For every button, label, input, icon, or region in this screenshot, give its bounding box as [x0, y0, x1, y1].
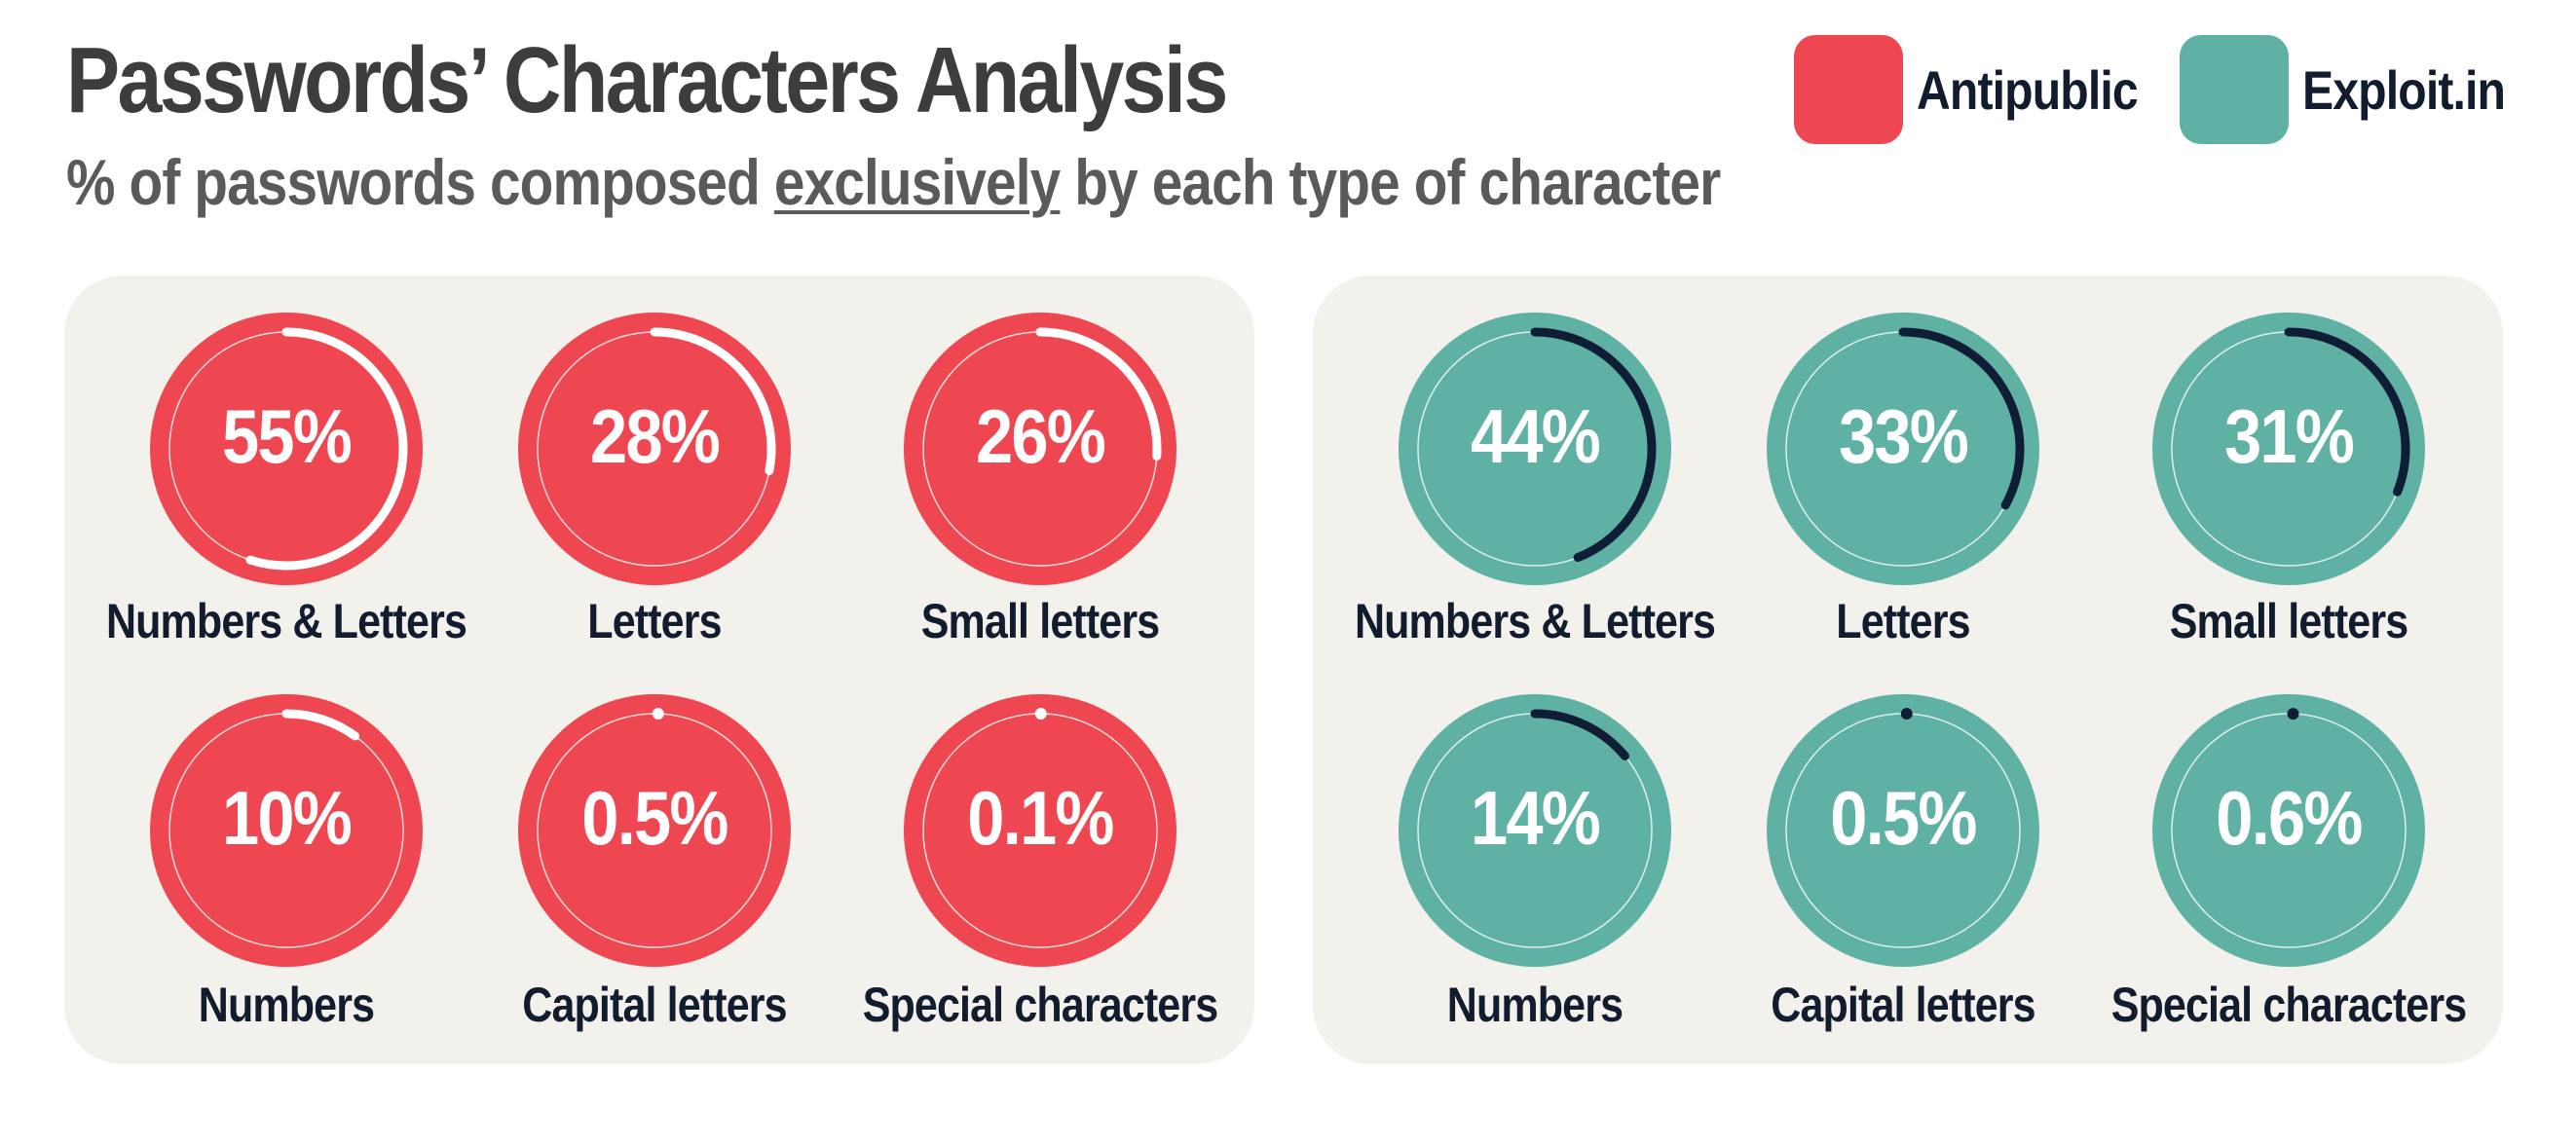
exploit-in-special-characters-arc: [2287, 708, 2299, 720]
antipublic-special-characters-label: Special characters: [862, 978, 1218, 1032]
antipublic-letters-value: 28%: [589, 393, 721, 479]
antipublic-numbers-letters-arc: [245, 327, 408, 571]
exploit-in-letters-ring: [1767, 313, 2039, 585]
exploit-in-capital-letters-disc: [1767, 694, 2039, 967]
exploit-in-numbers-letters-arc: [1530, 327, 1657, 563]
antipublic-letters-disc: [518, 313, 791, 585]
exploit-in-capital-letters-mark: 0.5% Capital letters: [1708, 694, 2098, 1064]
exploit-in-small-letters-value: 31%: [2223, 393, 2355, 479]
exploit-in-capital-letters-arc: [1900, 708, 1913, 720]
exploit-in-numbers-letters-ring: [1399, 313, 1671, 585]
exploit-in-numbers-letters-disc: [1399, 313, 1671, 585]
legend-item-exploitin: Exploit.in: [2180, 35, 2538, 144]
exploit-in-special-characters-disc: [2152, 694, 2425, 967]
panel-antipublic: 55% Numbers & Letters 28% Letters 26% Small l…: [64, 276, 1254, 1064]
legend-item-antipublic: Antipublic: [1794, 35, 2174, 144]
exploit-in-numbers-mark: 14% Numbers: [1340, 694, 1730, 1064]
antipublic-letters-ring: [518, 313, 791, 585]
antipublic-letters-arc: [650, 327, 776, 475]
antipublic-small-letters-value: 26%: [975, 393, 1106, 479]
panel-exploitin: 44% Numbers & Letters 33% Letters 31% Small l…: [1313, 276, 2503, 1064]
antipublic-numbers-letters-mark: 55% Numbers & Letters: [92, 313, 481, 683]
antipublic-numbers-mark: 10% Numbers: [92, 694, 481, 1064]
exploit-in-numbers-value: 14%: [1470, 775, 1601, 861]
antipublic-small-letters-mark: 26% Small letters: [845, 313, 1235, 683]
antipublic-small-letters-ring: [904, 313, 1176, 585]
antipublic-capital-letters-ring: [518, 694, 791, 967]
antipublic-capital-letters-disc: [518, 694, 791, 967]
antipublic-numbers-letters-disc: [150, 313, 423, 585]
antipublic-small-letters-arc: [1035, 327, 1162, 462]
antipublic-numbers-letters-value: 55%: [221, 393, 353, 479]
antipublic-numbers-value: 10%: [221, 775, 353, 861]
antipublic-capital-letters-arc: [652, 708, 664, 720]
subtitle-post: by each type of character: [1060, 146, 1721, 218]
antipublic-capital-letters-mark: 0.5% Capital letters: [460, 694, 849, 1064]
exploit-in-numbers-letters-label: Numbers & Letters: [1354, 594, 1716, 648]
exploit-in-capital-letters-label: Capital letters: [1771, 978, 2035, 1032]
exploit-in-special-characters-value: 0.6%: [2216, 775, 2363, 861]
subtitle-pre: % of passwords composed: [66, 146, 774, 218]
antipublic-capital-letters-value: 0.5%: [581, 775, 728, 861]
exploit-in-special-characters-ring: [2152, 694, 2425, 967]
legend-swatch-exploitin: [2180, 35, 2289, 144]
exploit-in-numbers-arc: [1530, 709, 1629, 761]
exploit-in-letters-mark: 33% Letters: [1708, 313, 2098, 683]
exploit-in-letters-disc: [1767, 313, 2039, 585]
antipublic-small-letters-disc: [904, 313, 1176, 585]
exploit-in-special-characters-mark: 0.6% Special characters: [2094, 694, 2483, 1064]
exploit-in-special-characters-label: Special characters: [2110, 978, 2467, 1032]
subtitle-emphasis: exclusively: [773, 146, 1061, 218]
antipublic-small-letters-label: Small letters: [920, 594, 1160, 648]
antipublic-letters-mark: 28% Letters: [460, 313, 849, 683]
antipublic-numbers-ring: [150, 694, 423, 967]
antipublic-special-characters-value: 0.1%: [967, 775, 1114, 861]
exploit-in-small-letters-disc: [2152, 313, 2425, 585]
chart-subtitle: % of passwords composed exclusively by e…: [66, 144, 1721, 221]
antipublic-numbers-label: Numbers: [198, 978, 375, 1032]
exploit-in-small-letters-label: Small letters: [2169, 594, 2408, 648]
exploit-in-letters-value: 33%: [1838, 393, 1969, 479]
antipublic-special-characters-arc: [1034, 708, 1047, 720]
antipublic-special-characters-disc: [904, 694, 1176, 967]
exploit-in-small-letters-mark: 31% Small letters: [2094, 313, 2483, 683]
antipublic-numbers-letters-label: Numbers & Letters: [105, 594, 467, 648]
antipublic-special-characters-ring: [904, 694, 1176, 967]
antipublic-special-characters-mark: 0.1% Special characters: [845, 694, 1235, 1064]
chart-title: Passwords’ Characters Analysis: [66, 28, 1228, 132]
exploit-in-numbers-label: Numbers: [1446, 978, 1624, 1032]
legend-label-antipublic: Antipublic: [1917, 58, 2139, 121]
exploit-in-capital-letters-value: 0.5%: [1830, 775, 1977, 861]
legend-label-exploitin: Exploit.in: [2302, 58, 2506, 121]
exploit-in-letters-arc: [1898, 327, 2025, 510]
exploit-in-small-letters-ring: [2152, 313, 2425, 585]
exploit-in-small-letters-arc: [2284, 327, 2410, 497]
exploit-in-numbers-letters-mark: 44% Numbers & Letters: [1340, 313, 1730, 683]
antipublic-numbers-disc: [150, 694, 423, 967]
antipublic-letters-label: Letters: [587, 594, 722, 648]
exploit-in-numbers-disc: [1399, 694, 1671, 967]
exploit-in-numbers-ring: [1399, 694, 1671, 967]
exploit-in-capital-letters-ring: [1767, 694, 2039, 967]
antipublic-numbers-arc: [281, 709, 360, 741]
legend-swatch-antipublic: [1794, 35, 1903, 144]
antipublic-capital-letters-label: Capital letters: [522, 978, 787, 1032]
exploit-in-letters-label: Letters: [1836, 594, 1970, 648]
exploit-in-numbers-letters-value: 44%: [1470, 393, 1601, 479]
antipublic-numbers-letters-ring: [150, 313, 423, 585]
